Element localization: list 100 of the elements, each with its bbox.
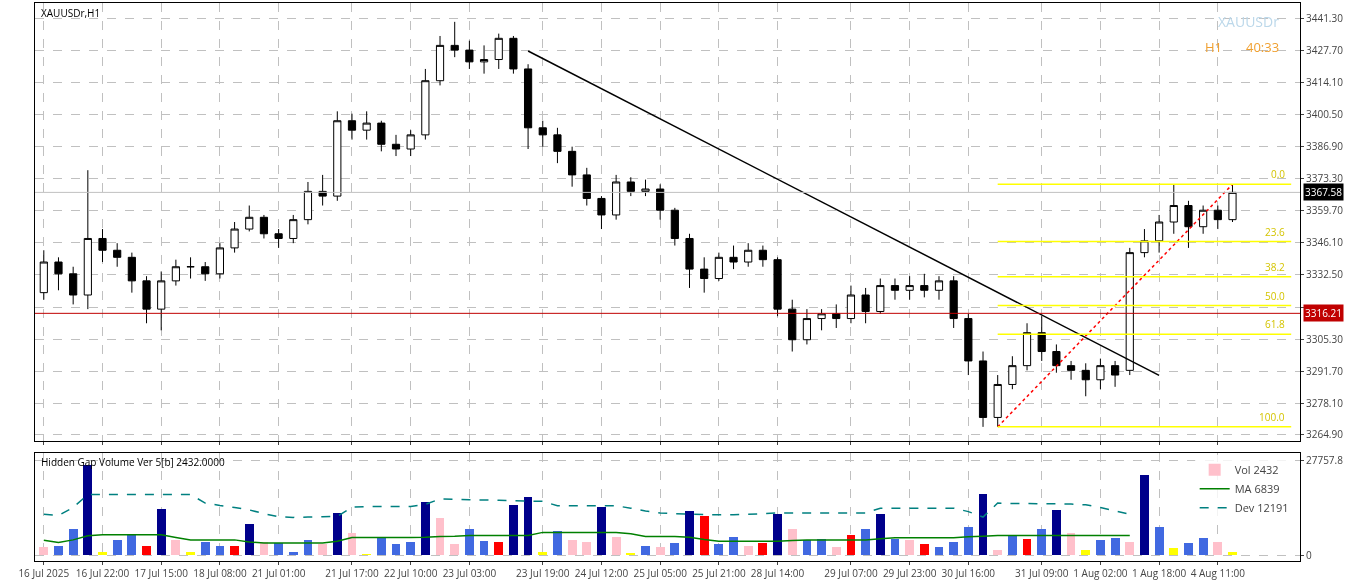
candlestick xyxy=(964,313,973,376)
series-label: 61.8 xyxy=(1265,317,1286,331)
candlestick xyxy=(1111,360,1120,388)
line-series xyxy=(43,531,1131,544)
y-tick-label: 3305.30 xyxy=(1306,331,1344,346)
bar xyxy=(963,526,973,556)
series-label: 38.2 xyxy=(1265,260,1286,274)
bar xyxy=(376,537,386,556)
candlestick xyxy=(685,233,694,289)
bar xyxy=(244,523,254,556)
candlestick xyxy=(758,245,767,268)
candlestick xyxy=(333,110,342,202)
bar xyxy=(68,528,78,556)
candlestick xyxy=(905,275,914,301)
x-tick-label: 4 Aug 11:00 xyxy=(1190,566,1246,580)
ref-line-label: 3367.58 xyxy=(1305,185,1343,199)
bar xyxy=(1228,551,1237,556)
candlestick xyxy=(435,35,445,86)
candlestick xyxy=(230,221,239,254)
candlestick xyxy=(978,351,988,428)
bar xyxy=(699,516,709,556)
candlestick xyxy=(362,110,371,141)
candlestick xyxy=(450,21,459,58)
candlestick xyxy=(1052,343,1061,374)
candlestick xyxy=(274,228,283,249)
bar xyxy=(1140,474,1149,556)
candlestick xyxy=(83,169,92,310)
x-tick-label: 31 Jul 09:00 xyxy=(1014,566,1069,580)
candlestick xyxy=(1228,183,1237,223)
y-tick-label: 3400.50 xyxy=(1306,107,1344,122)
x-tick-label: 17 Jul 15:00 xyxy=(134,566,189,580)
bar xyxy=(318,544,328,556)
candlestick xyxy=(391,134,401,157)
y-tick-label: 0 xyxy=(1306,547,1312,562)
candlestick xyxy=(773,256,782,317)
bar xyxy=(1154,526,1164,556)
candlestick xyxy=(861,287,870,324)
x-tick-label: 29 Jul 23:00 xyxy=(882,566,937,580)
bar xyxy=(420,502,430,556)
candlestick xyxy=(98,228,107,263)
ref-line-label: 3316.21 xyxy=(1305,306,1342,320)
bar xyxy=(1096,539,1105,556)
candlestick xyxy=(597,195,606,230)
bar xyxy=(685,511,694,556)
bar xyxy=(934,547,944,556)
y-tick-label: 3332.50 xyxy=(1306,267,1344,282)
bar xyxy=(494,541,504,556)
candlestick xyxy=(509,35,518,75)
x-tick-label: 16 Jul 22:00 xyxy=(75,566,130,580)
series-label: 100.0 xyxy=(1259,410,1285,424)
x-tick-label: 23 Jul 03:00 xyxy=(442,566,497,580)
series-label: 50.0 xyxy=(1265,289,1286,303)
y-tick-label: 3441.30 xyxy=(1306,11,1344,26)
y-tick-label: 3278.10 xyxy=(1306,395,1344,410)
bar xyxy=(875,514,885,556)
y-tick-label: 3414.10 xyxy=(1306,75,1344,90)
bar xyxy=(112,539,122,556)
series-label: 23.6 xyxy=(1265,225,1286,239)
candlestick xyxy=(421,68,430,141)
candlestick xyxy=(347,113,357,141)
legend-label: Dev 12191 xyxy=(1234,499,1289,515)
bar xyxy=(787,528,797,556)
candlestick xyxy=(920,273,929,298)
candlestick xyxy=(113,242,122,268)
candlestick xyxy=(127,252,136,294)
bar xyxy=(1184,543,1193,556)
bar xyxy=(861,528,871,556)
candlestick xyxy=(641,179,650,197)
y-tick-label: 3264.90 xyxy=(1306,426,1344,441)
bar xyxy=(230,546,239,556)
bar xyxy=(553,531,562,556)
bar xyxy=(582,541,592,556)
legend-label: MA 6839 xyxy=(1234,480,1280,496)
candlestick xyxy=(670,207,679,247)
bar xyxy=(949,541,959,556)
bar xyxy=(479,541,489,556)
x-tick-label: 16 Jul 2025 xyxy=(18,566,70,580)
x-tick-label: 23 Jul 19:00 xyxy=(516,566,570,580)
bar xyxy=(332,513,342,556)
candlestick xyxy=(626,176,635,197)
bar xyxy=(450,544,460,556)
candlestick xyxy=(494,33,503,70)
bar xyxy=(655,547,665,556)
bar xyxy=(538,552,548,556)
chart-title: Hidden Gap Volume Ver 5[b] 2432.0000 xyxy=(41,455,226,469)
bar xyxy=(142,545,151,556)
bar xyxy=(1110,537,1120,556)
x-tick-label: 30 Jul 16:00 xyxy=(941,566,996,580)
annotation: 40:33 xyxy=(1246,38,1280,56)
candlestick xyxy=(406,129,415,157)
bar xyxy=(1007,534,1017,556)
bar xyxy=(1198,537,1208,556)
bar xyxy=(406,541,416,556)
candlestick xyxy=(142,275,151,324)
candlestick xyxy=(1037,315,1046,362)
candlestick xyxy=(846,285,856,324)
bar xyxy=(391,544,401,556)
candlestick xyxy=(568,146,577,188)
bar xyxy=(743,546,753,556)
candlestick xyxy=(54,256,63,291)
